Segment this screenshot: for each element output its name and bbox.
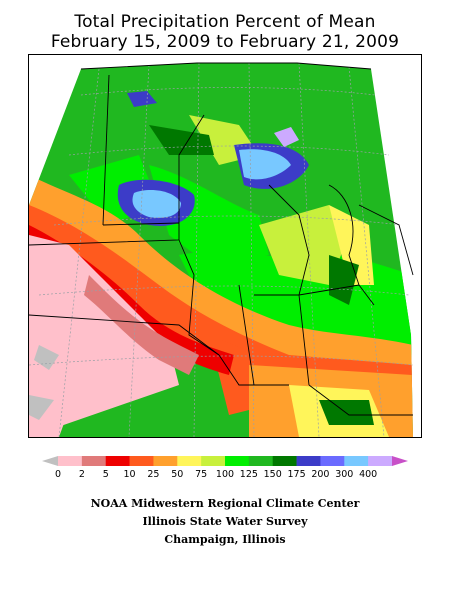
legend-swatch	[320, 456, 345, 466]
map-title: Total Precipitation Percent of Mean	[74, 12, 376, 32]
legend-swatch	[129, 456, 154, 466]
legend-tick-label: 2	[79, 469, 85, 480]
legend-swatch	[296, 456, 321, 466]
legend-tick-label: 75	[195, 469, 207, 480]
precipitation-fields	[29, 63, 413, 437]
credit-org: NOAA Midwestern Regional Climate Center	[90, 497, 360, 510]
legend-tick-label: 125	[240, 469, 258, 480]
legend-swatch	[42, 456, 58, 466]
legend-tick-label: 50	[171, 469, 183, 480]
legend-tick-label: 100	[216, 469, 234, 480]
legend-swatch	[248, 456, 274, 466]
state-boundaries	[29, 62, 414, 416]
legend-swatch	[153, 456, 178, 466]
legend-swatch	[58, 456, 83, 466]
legend-swatch	[225, 456, 250, 466]
legend-tick-label: 200	[311, 469, 329, 480]
color-legend: 0 2 5 10 25 50 75 100 125 150 175 200 300 400	[40, 452, 410, 482]
credit-location: Champaign, Illinois	[164, 533, 286, 546]
legend-tick-label: 0	[55, 469, 61, 480]
legend-swatch	[201, 456, 226, 466]
credit-survey: Illinois State Water Survey	[142, 515, 308, 528]
legend-swatch	[368, 456, 393, 466]
legend-swatch	[272, 456, 297, 466]
legend-swatch	[177, 456, 202, 466]
legend-tick-label: 5	[103, 469, 109, 480]
legend-swatch	[105, 456, 130, 466]
legend-swatch	[392, 456, 408, 466]
legend-tick-label: 25	[147, 469, 159, 480]
legend-tick-label: 150	[264, 469, 282, 480]
legend-swatch	[81, 456, 107, 466]
precipitation-map	[28, 54, 422, 438]
legend-tick-label: 10	[124, 469, 136, 480]
legend-tick-label: 400	[359, 469, 377, 480]
map-date-range: February 15, 2009 to February 21, 2009	[50, 32, 400, 52]
legend-tick-label: 175	[288, 469, 306, 480]
legend-tick-label: 300	[335, 469, 353, 480]
legend-swatch	[344, 456, 369, 466]
